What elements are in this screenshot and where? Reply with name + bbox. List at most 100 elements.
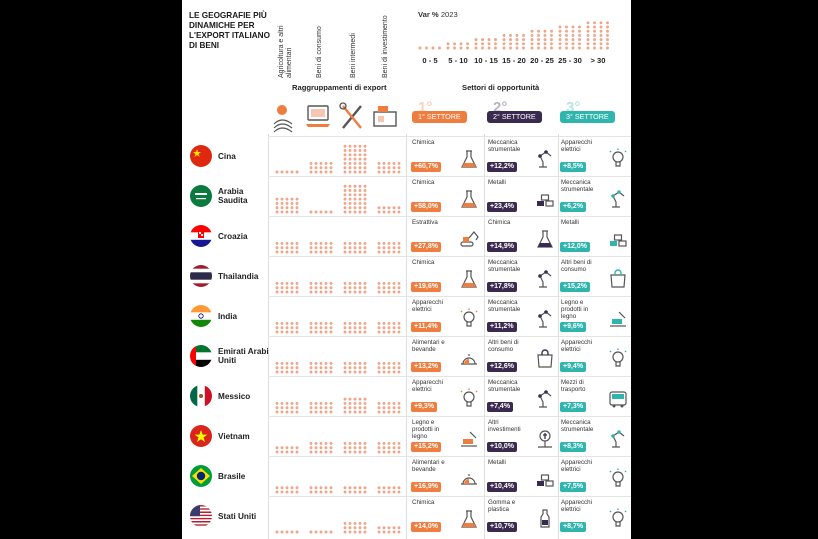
group-dot <box>387 486 391 490</box>
group-dot-stack <box>377 441 401 454</box>
group-dot <box>377 486 381 490</box>
group-dot <box>319 530 323 534</box>
legend-dot <box>509 38 512 42</box>
group-dot <box>343 149 347 152</box>
flask-icon <box>458 268 480 290</box>
group-dot <box>319 210 323 214</box>
group-dot <box>382 490 386 494</box>
group-dot <box>343 201 347 205</box>
sector-value: +8,7% <box>560 522 587 532</box>
group-dot <box>358 441 362 445</box>
group-dot <box>280 197 284 201</box>
legend-dot <box>509 42 512 46</box>
group-dot-stack <box>343 397 367 414</box>
group-dot <box>387 526 391 530</box>
group-dot <box>348 530 352 534</box>
group-dot <box>353 410 357 414</box>
group-dot <box>343 326 347 330</box>
flag-icon-in <box>190 305 212 327</box>
legend-dot <box>593 29 596 33</box>
sector-name: Gomma e plastica <box>488 499 516 513</box>
group-dot <box>387 206 391 210</box>
legend-dot <box>515 42 519 46</box>
legend-dot <box>550 42 553 46</box>
legend-dot <box>593 25 596 29</box>
group-dot <box>397 450 401 454</box>
group-dot <box>309 486 313 490</box>
group-dot <box>392 401 396 405</box>
group-dot <box>319 366 323 370</box>
group-dot <box>348 446 352 450</box>
group-dot <box>309 441 313 445</box>
legend-dot <box>565 29 568 33</box>
sector-name: Meccanica strumentale <box>561 419 594 433</box>
group-dot <box>377 366 381 370</box>
group-dot <box>363 406 367 410</box>
group-dot <box>358 206 362 210</box>
legend-dot <box>446 46 450 50</box>
group-dot <box>324 250 328 254</box>
group-dot <box>275 370 279 374</box>
group-dot <box>387 170 391 174</box>
group-dot <box>397 526 401 530</box>
group-dot <box>353 206 357 210</box>
group-dot <box>377 241 381 245</box>
group-dot <box>314 361 318 365</box>
group-dot-stack <box>343 184 367 214</box>
group-dot <box>348 193 352 197</box>
group-dot <box>382 410 386 414</box>
group-dot <box>348 361 352 365</box>
legend-dot <box>599 42 603 46</box>
group-dot <box>363 286 367 290</box>
legend-dot <box>586 25 590 29</box>
group-dot <box>309 330 313 334</box>
group-dot <box>358 321 362 325</box>
group-dot <box>275 241 279 245</box>
sector-name: Legno e prodotti in legno <box>561 299 589 320</box>
group-dot <box>295 370 299 374</box>
group-dot <box>290 370 294 374</box>
var-label-year: 2023 <box>440 10 458 19</box>
opportunity-sector-3: Apparecchi elettrici +8,5% <box>559 136 631 176</box>
group-dot <box>309 406 313 410</box>
legend-dot <box>502 38 506 42</box>
group-dot <box>382 281 386 285</box>
sector-name: Alimentari e bevande <box>412 459 445 473</box>
group-dot <box>363 450 367 454</box>
opportunity-sector-3: Meccanica strumentale +8,3% <box>559 416 631 456</box>
group-dot <box>382 286 386 290</box>
group-dot <box>319 166 323 170</box>
group-dot <box>329 161 333 165</box>
opportunity-sector-1: Legno e prodotti in legno +15,2% <box>410 416 484 456</box>
group-dot <box>382 450 386 454</box>
group-dot <box>324 170 328 174</box>
group-dot <box>363 201 367 205</box>
legend-dot <box>515 33 519 37</box>
country-name: India <box>218 311 238 321</box>
legend-dot <box>593 38 596 42</box>
group-dot <box>275 286 279 290</box>
legend-dot <box>509 33 512 37</box>
group-dot-stack <box>275 486 299 494</box>
group-dot <box>275 250 279 254</box>
group-dot <box>309 490 313 494</box>
group-dot <box>392 486 396 490</box>
flag-icon-hr <box>190 225 212 247</box>
group-dot <box>295 450 299 454</box>
sector-name: Metalli <box>488 459 506 466</box>
group-dot <box>348 321 352 325</box>
group-dot <box>387 250 391 254</box>
group-dot <box>290 450 294 454</box>
group-dot <box>285 286 289 290</box>
group-dot <box>295 241 299 245</box>
group-dot <box>392 281 396 285</box>
group-dot <box>343 330 347 334</box>
legend-dot <box>599 29 603 33</box>
group-dot-stack <box>343 321 367 334</box>
legend-dot <box>593 21 596 25</box>
group-dot <box>358 330 362 334</box>
group-dot-stack <box>377 486 401 494</box>
group-dot <box>343 144 347 148</box>
sector-badge-label: 1° SETTORE <box>412 111 467 123</box>
legend-dot <box>571 33 575 37</box>
